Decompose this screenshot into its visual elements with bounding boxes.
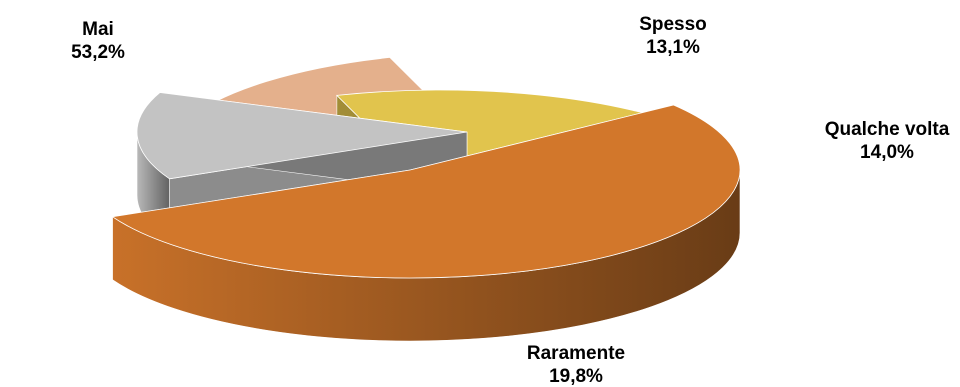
pie-slice-spesso-top [136,92,468,180]
slice-name-spesso: Spesso [639,14,707,35]
pie-slice-mai-top [111,104,741,279]
pie-slice-mai [111,104,741,342]
slice-name-qualche-volta: Qualche volta [824,119,950,140]
slice-label-raramente: Raramente 19,8% [527,342,625,387]
slice-name-mai: Mai [82,19,114,40]
slice-label-spesso: Spesso 13,1% [639,13,707,59]
slice-value-raramente: 19,8% [549,366,603,387]
slice-value-spesso: 13,1% [646,37,700,58]
slice-value-mai: 53,2% [71,42,125,63]
slice-label-mai: Mai 53,2% [71,18,125,64]
slice-label-qualche-volta: Qualche volta 14,0% [825,118,950,164]
slice-name-raramente: Raramente [526,343,626,364]
slice-value-qualche-volta: 14,0% [860,142,914,163]
